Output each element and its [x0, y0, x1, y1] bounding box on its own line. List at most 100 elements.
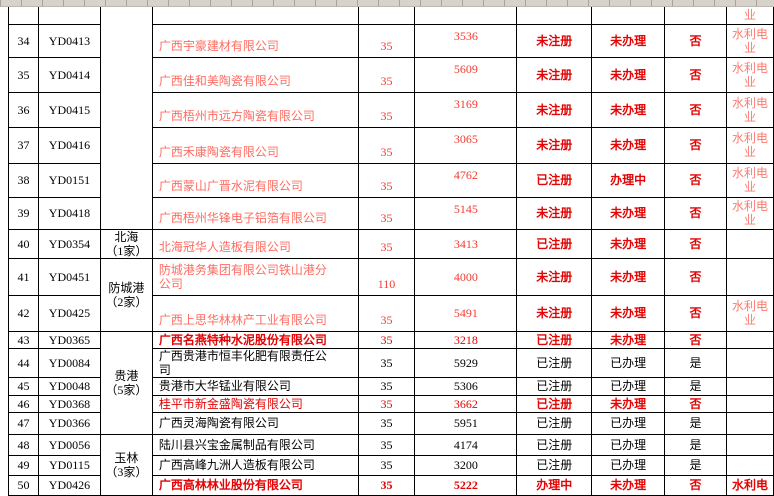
cell-row-number[interactable]: 35: [8, 56, 39, 93]
cell-register-status[interactable]: 已注册: [516, 228, 593, 259]
cell-compliance[interactable]: 是: [664, 347, 727, 378]
cell-value[interactable]: 5609: [414, 56, 518, 93]
cell-company[interactable]: 广西梧州华锋电子铝箔有限公司: [151, 196, 359, 230]
cell-region-group[interactable]: 防城港 （2家）: [99, 257, 153, 332]
cell-utility[interactable]: [726, 347, 774, 378]
cell-utility[interactable]: 水利电 业: [726, 126, 774, 164]
cell-utility[interactable]: [726, 257, 774, 296]
cell-register-status[interactable]: 未注册: [516, 257, 593, 296]
cell-company[interactable]: 广西贵港市恒丰化肥有限责任公 司: [151, 347, 359, 378]
cell-compliance[interactable]: 是: [664, 454, 727, 476]
cell-row-number[interactable]: 44: [8, 347, 39, 378]
cell-value[interactable]: 5222: [414, 474, 518, 496]
cell-handle-status[interactable]: 已办理: [591, 376, 666, 396]
cell-row-number[interactable]: 48: [8, 433, 39, 456]
cell-row-number[interactable]: [8, 7, 39, 25]
cell-compliance[interactable]: 是: [664, 376, 727, 396]
cell-capacity[interactable]: 35: [357, 91, 416, 128]
cell-code[interactable]: YD0414: [37, 56, 101, 93]
cell-value[interactable]: 5306: [414, 376, 518, 396]
cell-value[interactable]: 3536: [414, 23, 518, 58]
cell-capacity[interactable]: 35: [357, 330, 416, 349]
cell-handle-status[interactable]: 未办理: [591, 91, 666, 128]
cell-utility[interactable]: [726, 376, 774, 396]
cell-capacity[interactable]: 35: [357, 394, 416, 413]
cell-row-number[interactable]: 40: [8, 228, 39, 259]
cell-company[interactable]: 广西蒙山广晋水泥有限公司: [151, 162, 359, 198]
cell-compliance[interactable]: 否: [664, 91, 727, 128]
cell-handle-status[interactable]: [591, 7, 666, 25]
cell-code[interactable]: YD0426: [37, 474, 101, 496]
cell-compliance[interactable]: 是: [664, 411, 727, 435]
cell-utility[interactable]: [726, 330, 774, 349]
cell-capacity[interactable]: 35: [357, 454, 416, 476]
cell-row-number[interactable]: 34: [8, 23, 39, 58]
cell-register-status[interactable]: 已注册: [516, 330, 593, 349]
cell-utility[interactable]: 业: [726, 7, 774, 25]
cell-row-number[interactable]: 46: [8, 394, 39, 413]
cell-capacity[interactable]: 35: [357, 23, 416, 58]
cell-row-number[interactable]: 38: [8, 162, 39, 198]
cell-compliance[interactable]: [664, 7, 727, 25]
cell-compliance[interactable]: 否: [664, 56, 727, 93]
cell-code[interactable]: YD0084: [37, 347, 101, 378]
cell-compliance[interactable]: 否: [664, 162, 727, 198]
cell-compliance[interactable]: 否: [664, 228, 727, 259]
cell-utility[interactable]: 水利电: [726, 474, 774, 496]
cell-register-status[interactable]: 办理中: [516, 474, 593, 496]
cell-compliance[interactable]: 否: [664, 474, 727, 496]
cell-handle-status[interactable]: 未办理: [591, 394, 666, 413]
cell-capacity[interactable]: 35: [357, 474, 416, 496]
cell-compliance[interactable]: 是: [664, 433, 727, 456]
cell-company[interactable]: 广西上思华林林产工业有限公司: [151, 294, 359, 332]
cell-capacity[interactable]: 35: [357, 433, 416, 456]
cell-company[interactable]: 贵港市大华锰业有限公司: [151, 376, 359, 396]
cell-region-group[interactable]: 贵港 （5家）: [99, 330, 153, 435]
cell-utility[interactable]: 水利电 业: [726, 294, 774, 332]
cell-register-status[interactable]: 未注册: [516, 126, 593, 164]
cell-region-group[interactable]: 北海 （1家）: [99, 228, 153, 259]
cell-capacity[interactable]: 35: [357, 411, 416, 435]
cell-row-number[interactable]: 49: [8, 454, 39, 476]
cell-handle-status[interactable]: 未办理: [591, 294, 666, 332]
cell-company[interactable]: 广西灵海陶瓷有限公司: [151, 411, 359, 435]
cell-utility[interactable]: [726, 454, 774, 476]
cell-utility[interactable]: 水利电 业: [726, 56, 774, 93]
cell-company[interactable]: 桂平市新金盛陶瓷有限公司: [151, 394, 359, 413]
cell-register-status[interactable]: 未注册: [516, 196, 593, 230]
cell-compliance[interactable]: 否: [664, 394, 727, 413]
cell-company[interactable]: 北海冠华人造板有限公司: [151, 228, 359, 259]
cell-compliance[interactable]: 否: [664, 294, 727, 332]
cell-handle-status[interactable]: 未办理: [591, 126, 666, 164]
cell-company[interactable]: 防城港务集团有限公司铁山港分 公司: [151, 257, 359, 296]
cell-utility[interactable]: [726, 228, 774, 259]
cell-code[interactable]: YD0048: [37, 376, 101, 396]
cell-region-group[interactable]: 玉林 （3家）: [99, 433, 153, 496]
cell-row-number[interactable]: 43: [8, 330, 39, 349]
cell-handle-status[interactable]: 未办理: [591, 474, 666, 496]
cell-handle-status[interactable]: 已办理: [591, 347, 666, 378]
cell-value[interactable]: 4174: [414, 433, 518, 456]
cell-compliance[interactable]: 否: [664, 23, 727, 58]
cell-utility[interactable]: [726, 433, 774, 456]
cell-capacity[interactable]: 110: [357, 257, 416, 296]
cell-row-number[interactable]: 39: [8, 196, 39, 230]
cell-register-status[interactable]: 已注册: [516, 162, 593, 198]
cell-code[interactable]: YD0368: [37, 394, 101, 413]
cell-row-number[interactable]: 36: [8, 91, 39, 128]
cell-company[interactable]: 广西名燕特种水泥股份有限公司: [151, 330, 359, 349]
cell-compliance[interactable]: 否: [664, 126, 727, 164]
cell-code[interactable]: YD0416: [37, 126, 101, 164]
cell-utility[interactable]: 水利电 业: [726, 23, 774, 58]
cell-code[interactable]: YD0056: [37, 433, 101, 456]
cell-company[interactable]: [151, 7, 359, 25]
cell-company[interactable]: 广西高峰九洲人造板有限公司: [151, 454, 359, 476]
cell-company[interactable]: 广西梧州市远方陶瓷有限公司: [151, 91, 359, 128]
cell-code[interactable]: YD0451: [37, 257, 101, 296]
cell-value[interactable]: 3218: [414, 330, 518, 349]
cell-utility[interactable]: 水利电 业: [726, 162, 774, 198]
cell-capacity[interactable]: 35: [357, 162, 416, 198]
cell-code[interactable]: YD0418: [37, 196, 101, 230]
cell-code[interactable]: [37, 7, 101, 25]
cell-handle-status[interactable]: 已办理: [591, 411, 666, 435]
